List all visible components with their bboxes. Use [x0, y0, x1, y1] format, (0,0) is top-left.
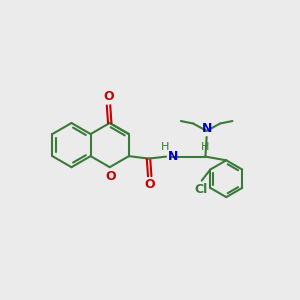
Text: N: N	[168, 150, 178, 163]
Text: O: O	[103, 90, 114, 104]
Text: O: O	[144, 178, 155, 191]
Text: H: H	[161, 142, 169, 152]
Text: N: N	[202, 122, 212, 135]
Text: Cl: Cl	[194, 184, 207, 196]
Text: H: H	[201, 142, 210, 152]
Text: O: O	[106, 170, 116, 183]
